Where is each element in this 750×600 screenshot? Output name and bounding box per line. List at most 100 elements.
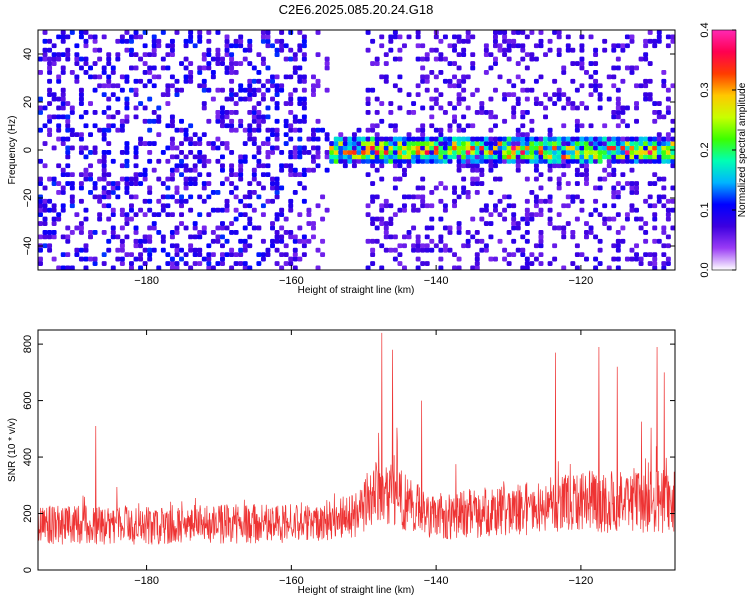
spectrogram-cell [397, 141, 403, 146]
spectrogram-cell [220, 252, 225, 258]
spectrogram-cell [447, 78, 453, 84]
spectrogram-cell [197, 212, 203, 218]
spectrogram-cell [611, 65, 617, 71]
spectrogram-cell [224, 96, 230, 102]
spectrogram-cell [292, 247, 298, 253]
spectrogram-cell [574, 265, 580, 271]
spectrogram-cell [629, 190, 635, 195]
spectrogram-cell [220, 225, 225, 231]
spectrogram-cell [179, 141, 184, 146]
spectrogram-cell [306, 221, 312, 226]
spectrogram-cell [656, 132, 662, 138]
spectrogram-cell [397, 154, 403, 160]
spectrogram-cell [461, 127, 467, 133]
spectrogram-cell [624, 141, 630, 146]
spectrogram-cell [415, 56, 421, 62]
spectrogram-cell [42, 123, 48, 129]
spectrogram-cell [383, 145, 389, 151]
spectrogram-cell [315, 136, 321, 142]
spectrogram-cell [452, 47, 457, 53]
spectrogram-cell [311, 145, 316, 151]
spectrogram-cell [142, 70, 148, 75]
spectrogram-cell [192, 154, 198, 160]
spectrogram-cell [301, 52, 307, 58]
spectrogram-cell [556, 34, 562, 40]
spectrogram-cell [411, 247, 417, 253]
spectrogram-cell [238, 87, 244, 93]
spectrogram-cell [138, 172, 144, 178]
spectrogram-cell [256, 127, 262, 133]
spectrogram-cell [301, 238, 307, 244]
spectrogram-cell [515, 167, 521, 173]
spectrogram-cell [579, 252, 585, 258]
spectrogram-cell [174, 163, 180, 169]
spectrogram-cell [69, 172, 75, 178]
spectrogram-cell [424, 87, 430, 93]
spectrogram-cell [643, 136, 649, 142]
y-tick-label: 400 [22, 448, 34, 466]
spectrogram-cell [593, 52, 599, 58]
spectrogram-cell [565, 194, 571, 200]
spectrogram-cell [51, 96, 57, 102]
spectrogram-cell [124, 212, 130, 218]
spectrogram-cell [620, 145, 626, 151]
y-tick-label: 600 [22, 391, 34, 409]
spectrogram-cell [288, 123, 294, 129]
spectrogram-cell [51, 92, 57, 98]
spectrogram-cell [602, 221, 608, 226]
spectrogram-cell [88, 65, 93, 71]
spectrogram-cell [129, 47, 134, 53]
spectrogram-cell [206, 212, 212, 218]
spectrogram-cell [301, 234, 307, 240]
spectrogram-cell [256, 252, 262, 258]
spectrogram-cell [106, 105, 112, 111]
spectrogram-cell [397, 176, 403, 182]
spectrogram-cell [47, 127, 53, 133]
spectrogram-cell [274, 52, 280, 58]
spectrogram-cell [406, 145, 412, 151]
spectrogram-cell [420, 176, 426, 182]
x-tick-label: −120 [569, 275, 594, 287]
spectrogram-cell [169, 154, 175, 160]
spectrogram-cell [397, 74, 403, 80]
spectrogram-cell [324, 167, 330, 173]
spectrogram-cell [456, 150, 462, 155]
spectrogram-cell [406, 234, 412, 240]
spectrogram-cell [552, 101, 558, 106]
spectrogram-cell [151, 118, 157, 124]
spectrogram-cell [347, 141, 353, 146]
spectrogram-cell [661, 243, 667, 249]
spectrogram-cell [611, 256, 617, 262]
spectrogram-cell [65, 34, 71, 40]
spectrogram-cell [543, 114, 548, 120]
spectrogram-cell [265, 247, 271, 253]
spectrogram-cell [88, 101, 93, 106]
spectrogram-cell [579, 123, 585, 129]
spectrogram-cell [502, 47, 508, 53]
spectrogram-cell [242, 238, 248, 244]
spectrogram-cell [629, 256, 635, 262]
spectrogram-cell [88, 74, 93, 80]
spectrogram-cell [370, 38, 376, 44]
spectrogram-cell [411, 194, 417, 200]
spectrogram-cell [493, 256, 498, 262]
spectrogram-cell [361, 141, 366, 146]
spectrogram-cell [656, 154, 662, 160]
spectrogram-cell [652, 101, 658, 106]
spectrogram-cell [556, 87, 562, 93]
spectrogram-cell [465, 238, 471, 244]
spectrogram-cell [383, 247, 389, 253]
spectrogram-cell [561, 70, 567, 75]
spectrogram-cell [524, 52, 530, 58]
spectrogram-cell [570, 145, 576, 151]
spectrogram-cell [220, 110, 225, 115]
spectrogram-cell [379, 203, 385, 209]
spectrogram-cell [42, 163, 48, 169]
spectrogram-cell [169, 43, 175, 49]
spectrogram-cell [429, 225, 435, 231]
spectrogram-cell [183, 198, 189, 204]
spectrogram-cell [406, 230, 412, 235]
spectrogram-cell [256, 118, 262, 124]
spectrogram-cell [433, 145, 439, 151]
spectrogram-cell [38, 110, 43, 115]
